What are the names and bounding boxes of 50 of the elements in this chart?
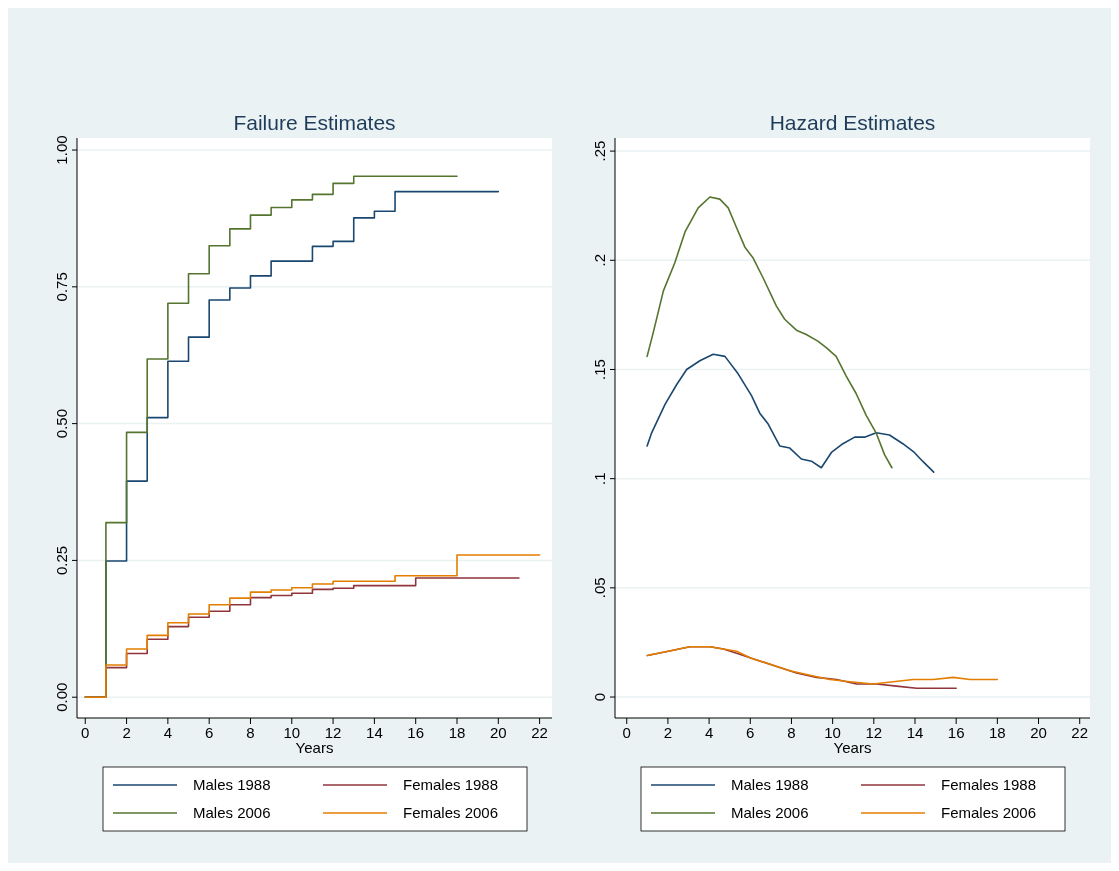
x-axis-title: Years: [295, 739, 334, 756]
x-tick-label: 20: [1030, 724, 1047, 741]
x-tick-label: 16: [947, 724, 965, 741]
legend-label: Females 1988: [403, 776, 499, 793]
legend-label: Females 2006: [403, 804, 499, 821]
x-tick-label: 0: [81, 724, 90, 741]
x-tick-label: 0: [622, 724, 631, 741]
x-tick-label: 16: [407, 724, 425, 741]
y-tick-label: .2: [591, 254, 608, 267]
x-tick-label: 20: [489, 724, 507, 741]
legend-label: Males 2006: [193, 804, 271, 821]
legend-label: Females 2006: [941, 804, 1037, 821]
y-tick-label: 0.50: [53, 409, 70, 439]
chart-title: Failure Estimates: [233, 111, 396, 134]
y-tick-label: 1.00: [53, 135, 70, 165]
x-tick-label: 12: [865, 724, 883, 741]
x-tick-label: 6: [746, 724, 755, 741]
y-tick-label: 0.75: [53, 272, 70, 302]
x-tick-label: 18: [989, 724, 1006, 741]
legend-label: Males 1988: [731, 776, 809, 793]
x-tick-label: 2: [122, 724, 131, 741]
legend-label: Females 1988: [941, 776, 1037, 793]
y-tick-label: 0.25: [53, 545, 70, 576]
x-tick-label: 10: [824, 724, 841, 741]
x-tick-label: 4: [704, 724, 714, 741]
legend-label: Males 1988: [193, 776, 271, 793]
y-tick-label: 0.00: [53, 682, 70, 712]
x-tick-label: 2: [663, 724, 673, 741]
x-tick-label: 10: [283, 724, 301, 741]
x-tick-label: 22: [1071, 724, 1089, 741]
x-tick-label: 18: [448, 724, 466, 741]
x-tick-label: 14: [906, 724, 924, 741]
y-tick-label: .25: [591, 140, 608, 162]
x-tick-label: 4: [163, 724, 173, 741]
y-tick-label: 0: [591, 692, 608, 702]
legend-label: Males 2006: [731, 804, 809, 821]
line-series: [646, 646, 999, 685]
chart-title: Hazard Estimates: [769, 111, 936, 134]
y-tick-label: .15: [591, 359, 608, 380]
y-tick-label: .1: [591, 472, 608, 485]
x-tick-label: 8: [787, 724, 796, 741]
x-tick-label: 12: [324, 724, 342, 741]
x-tick-label: 8: [246, 724, 255, 741]
y-tick-label: .05: [591, 577, 608, 599]
x-tick-label: 14: [366, 724, 383, 741]
x-axis-title: Years: [833, 739, 872, 756]
x-tick-label: 22: [531, 724, 548, 741]
x-tick-label: 6: [205, 724, 214, 741]
line-series: [646, 353, 935, 473]
line-series: [646, 196, 893, 469]
